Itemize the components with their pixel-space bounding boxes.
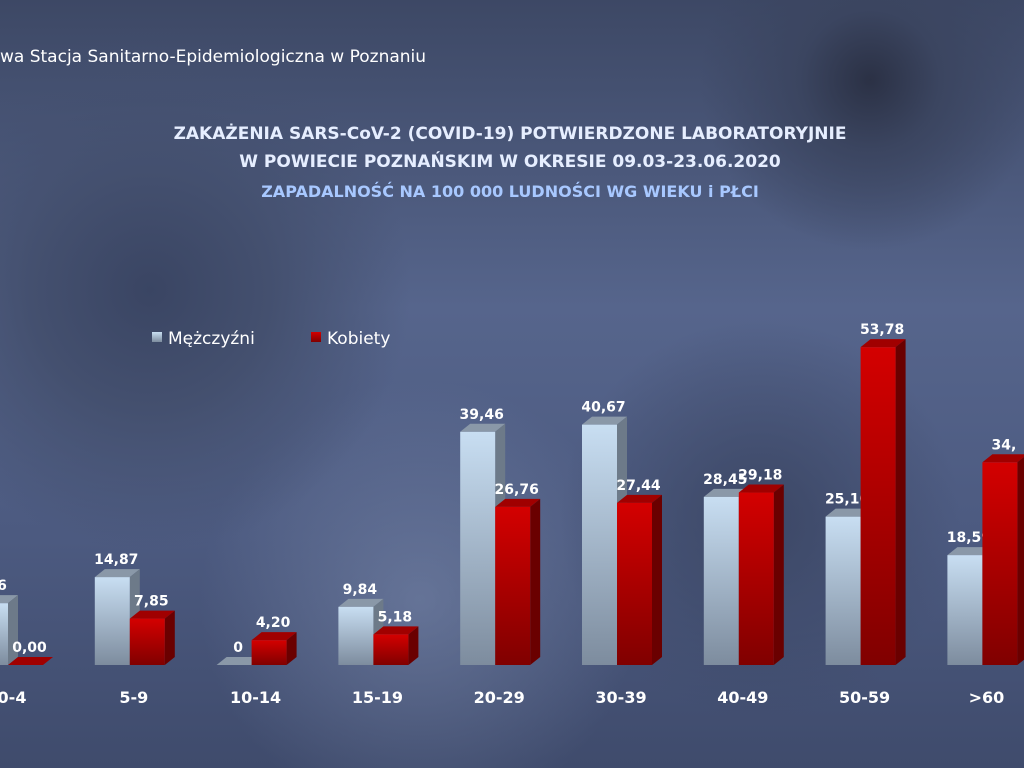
bar-men [460, 431, 496, 665]
legend: Mężczyźni Kobiety [152, 329, 390, 349]
bar-women [373, 634, 409, 665]
bar-women [251, 640, 287, 665]
value-label-women: 5,18 [378, 609, 413, 625]
bar-top-women [982, 454, 1024, 463]
bar-side-men [8, 595, 18, 665]
value-label-women: 26,76 [495, 482, 539, 498]
value-label-men: 14,87 [94, 552, 138, 568]
value-label-men: 25,10 [825, 492, 870, 508]
bar-men [94, 577, 130, 665]
legend-swatch-men [152, 332, 162, 342]
chart-title-line2: W POWIECIE POZNAŃSKIM W OKRESIE 09.03-23… [239, 150, 781, 172]
value-label-women: 29,18 [738, 468, 782, 484]
bar-men [338, 606, 374, 665]
legend-label-men: Mężczyźni [168, 329, 255, 349]
bar-women [495, 506, 531, 665]
chart-title-line1: ZAKAŻENIA SARS-CoV-2 (COVID-19) POTWIERD… [174, 122, 847, 144]
value-label-men: 9,84 [343, 582, 378, 598]
value-label-women: 0,00 [12, 640, 47, 656]
bar-women [738, 492, 774, 665]
bar-top-women [738, 484, 784, 493]
bar-top-women [129, 610, 175, 619]
category-label: >60 [969, 688, 1005, 707]
bar-men [582, 424, 617, 665]
value-label-men: ,46 [0, 578, 7, 594]
bar-top-men [94, 569, 140, 578]
bar-side-women [1017, 457, 1024, 665]
category-label: 30-39 [595, 688, 646, 707]
bar-top-women [495, 498, 541, 507]
value-label-women: 53,78 [860, 322, 904, 338]
value-label-women: 4,20 [256, 615, 291, 631]
bar-women [617, 502, 652, 665]
value-label-women: 34, [991, 437, 1016, 453]
bar-top-men [825, 508, 871, 517]
chart-subtitle: ZAPADALNOŚĆ NA 100 000 LUDNOŚCI WG WIEKU… [261, 182, 759, 201]
institution-name: wa Stacja Sanitarno-Epidemiologiczna w P… [0, 47, 427, 67]
bar-top-men [338, 598, 384, 607]
bar-top-men [947, 547, 993, 556]
category-label: 50-59 [839, 688, 890, 707]
bar-men [0, 603, 8, 665]
bar-side-women [164, 610, 175, 665]
bar-men [825, 516, 861, 665]
bar-women [129, 618, 165, 665]
category-label: 40-49 [717, 688, 768, 707]
bar-top-women [8, 657, 53, 665]
bar-women [982, 462, 1018, 665]
bar-side-women [530, 498, 541, 665]
value-label-men: 0 [233, 640, 243, 656]
bar-top-women [251, 632, 297, 641]
bar-women [860, 347, 896, 665]
bar-top-men [216, 657, 262, 665]
bar-side-women [773, 484, 784, 665]
bar-top-women [617, 494, 662, 503]
value-label-men: 28,45 [703, 472, 747, 488]
bar-top-women [373, 626, 419, 635]
bar-side-women [652, 494, 662, 665]
category-label: 20-29 [474, 688, 525, 707]
bar-side-women [408, 626, 419, 665]
bar-top-women [860, 339, 906, 348]
bar-top-men [0, 595, 18, 604]
category-label: 5-9 [119, 688, 148, 707]
bar-side-women [286, 632, 297, 665]
value-label-men: 39,46 [460, 407, 504, 423]
bar-men [947, 555, 983, 665]
bar-men [703, 496, 739, 665]
bar-top-men [460, 423, 506, 432]
bar-top-men [703, 488, 749, 497]
bar-side-women [895, 339, 906, 665]
category-label: 10-14 [230, 688, 281, 707]
value-label-men: 18,59 [947, 530, 991, 546]
value-label-women: 27,44 [616, 478, 661, 494]
category-label: 15-19 [352, 688, 403, 707]
value-label-women: 7,85 [134, 594, 169, 610]
legend-label-women: Kobiety [327, 329, 390, 349]
bar-top-men [582, 416, 627, 425]
category-label: 0-4 [0, 688, 26, 707]
legend-swatch-women [311, 332, 321, 342]
value-label-men: 40,67 [581, 400, 625, 416]
